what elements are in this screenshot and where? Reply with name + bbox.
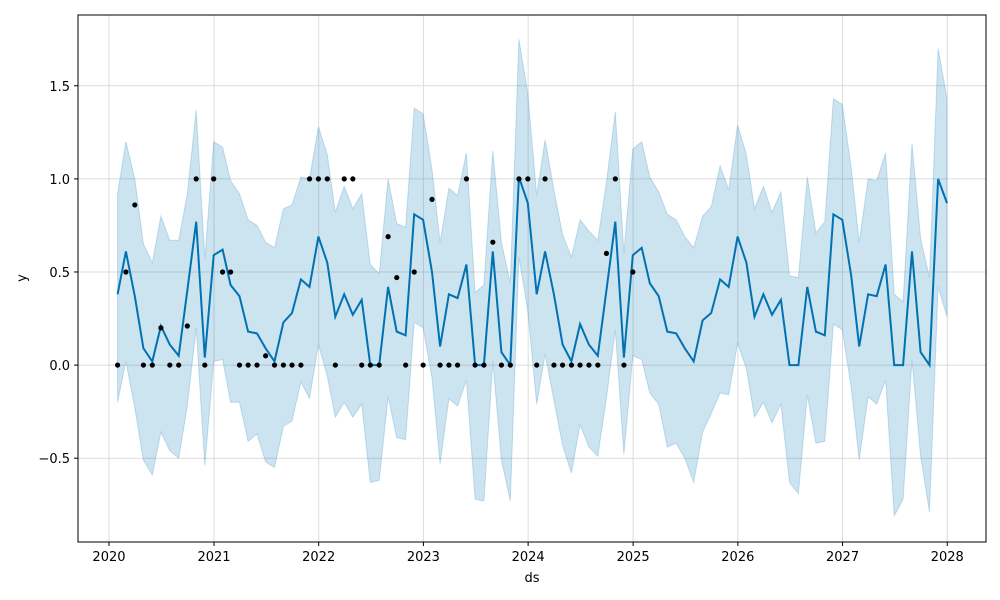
observed-point [603, 250, 610, 256]
y-axis-label: y [15, 274, 30, 282]
x-tick-label: 2020 [92, 550, 125, 565]
observed-point [472, 362, 478, 368]
observed-point [630, 269, 636, 275]
observed-point [498, 362, 505, 368]
y-tick-label: −0.5 [38, 452, 70, 467]
observed-point [350, 176, 356, 182]
observed-point [429, 196, 435, 202]
observed-point [245, 362, 251, 368]
gridlines [78, 15, 986, 542]
observed-point [219, 269, 226, 275]
y-axis-ticks: −0.5 0.0 0.5 1.0 1.5 [38, 80, 78, 467]
x-tick-label: 2025 [617, 550, 650, 565]
observed-point [411, 269, 417, 275]
observed-point [332, 362, 338, 368]
observed-point [586, 362, 592, 368]
observed-point [403, 362, 409, 368]
observed-point [289, 362, 295, 368]
observed-point [324, 176, 330, 182]
observed-point [167, 362, 173, 368]
observed-point [359, 362, 365, 368]
observed-point [446, 362, 452, 368]
observed-point [525, 176, 531, 182]
observed-point [236, 362, 243, 368]
observed-point [263, 353, 269, 359]
observed-points [114, 176, 636, 368]
observed-point [315, 176, 322, 182]
x-tick-label: 2027 [826, 550, 859, 565]
observed-point [595, 362, 601, 368]
observed-point [577, 362, 583, 368]
observed-point [123, 269, 129, 275]
observed-point [481, 362, 487, 368]
x-tick-label: 2026 [721, 550, 754, 565]
x-axis-ticks: 2020 2021 2022 2023 2024 2025 2026 2027 2028 [92, 542, 964, 565]
observed-point [568, 362, 575, 368]
y-tick-label: 0.5 [49, 266, 70, 281]
observed-point [254, 362, 260, 368]
observed-point [158, 325, 164, 331]
observed-point [280, 362, 287, 368]
plot-frame [77, 14, 987, 543]
observed-point [367, 362, 373, 368]
observed-point [507, 362, 513, 368]
observed-point [298, 362, 304, 368]
uncertainty-band [117, 39, 948, 518]
observed-point [228, 269, 234, 275]
observed-point [184, 323, 190, 329]
y-tick-label: 1.0 [49, 173, 70, 188]
y-tick-label: 1.5 [49, 80, 70, 95]
observed-point [542, 176, 548, 182]
x-tick-label: 2024 [512, 550, 545, 565]
x-tick-label: 2022 [302, 550, 335, 565]
observed-point [394, 274, 400, 281]
observed-point [149, 362, 155, 368]
observed-point [534, 362, 540, 368]
x-axis-label: ds [524, 571, 539, 586]
observed-point [437, 362, 443, 368]
x-tick-label: 2028 [931, 550, 964, 565]
observed-point [490, 239, 496, 245]
y-tick-label: 0.0 [49, 359, 70, 374]
observed-point [463, 176, 470, 182]
observed-point [306, 176, 313, 182]
observed-point [621, 362, 627, 368]
x-tick-label: 2021 [197, 550, 230, 565]
observed-point [211, 176, 217, 182]
observed-point [454, 362, 461, 368]
observed-point [132, 202, 138, 208]
x-tick-label: 2023 [407, 550, 440, 565]
observed-point [176, 362, 182, 368]
observed-point [341, 176, 347, 182]
observed-point [559, 362, 566, 368]
observed-point [114, 362, 121, 368]
observed-point [202, 362, 208, 368]
observed-point [420, 362, 426, 368]
observed-point [612, 176, 618, 182]
observed-point [385, 234, 391, 240]
observed-point [551, 362, 557, 368]
observed-point [193, 176, 199, 182]
observed-point [376, 362, 382, 368]
forecast-line [116, 176, 948, 369]
observed-point [516, 176, 522, 182]
observed-point [140, 362, 147, 368]
observed-point [271, 362, 278, 368]
